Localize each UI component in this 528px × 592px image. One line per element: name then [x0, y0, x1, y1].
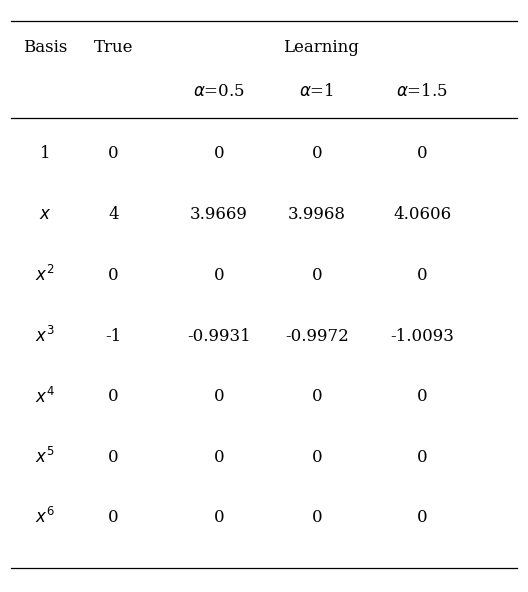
Text: $x^{3}$: $x^{3}$ — [35, 326, 55, 346]
Text: $\alpha$=0.5: $\alpha$=0.5 — [193, 83, 245, 100]
Text: 0: 0 — [312, 449, 322, 465]
Text: $\alpha$=1: $\alpha$=1 — [299, 83, 334, 100]
Text: 0: 0 — [214, 449, 224, 465]
Text: $x$: $x$ — [39, 206, 51, 223]
Text: 0: 0 — [108, 449, 119, 465]
Text: 0: 0 — [312, 267, 322, 284]
Text: 0: 0 — [214, 267, 224, 284]
Text: 3.9968: 3.9968 — [288, 206, 346, 223]
Text: Learning: Learning — [282, 39, 359, 56]
Text: 0: 0 — [214, 509, 224, 526]
Text: 3.9669: 3.9669 — [190, 206, 248, 223]
Text: 0: 0 — [108, 146, 119, 162]
Text: True: True — [94, 39, 133, 56]
Text: Basis: Basis — [23, 39, 67, 56]
Text: $x^{6}$: $x^{6}$ — [35, 507, 55, 527]
Text: 1: 1 — [40, 146, 50, 162]
Text: $x^{4}$: $x^{4}$ — [35, 387, 55, 407]
Text: 0: 0 — [108, 388, 119, 405]
Text: 0: 0 — [108, 267, 119, 284]
Text: $\alpha$=1.5: $\alpha$=1.5 — [397, 83, 448, 100]
Text: $x^{5}$: $x^{5}$ — [35, 447, 54, 467]
Text: 0: 0 — [417, 146, 428, 162]
Text: 0: 0 — [417, 267, 428, 284]
Text: -0.9931: -0.9931 — [187, 328, 251, 345]
Text: 0: 0 — [417, 449, 428, 465]
Text: -0.9972: -0.9972 — [285, 328, 348, 345]
Text: 4.0606: 4.0606 — [393, 206, 451, 223]
Text: $x^{2}$: $x^{2}$ — [35, 265, 54, 285]
Text: 0: 0 — [312, 388, 322, 405]
Text: 0: 0 — [108, 509, 119, 526]
Text: -1.0093: -1.0093 — [391, 328, 454, 345]
Text: 0: 0 — [214, 146, 224, 162]
Text: -1: -1 — [106, 328, 121, 345]
Text: 0: 0 — [417, 388, 428, 405]
Text: 0: 0 — [417, 509, 428, 526]
Text: 4: 4 — [108, 206, 119, 223]
Text: 0: 0 — [214, 388, 224, 405]
Text: 0: 0 — [312, 509, 322, 526]
Text: 0: 0 — [312, 146, 322, 162]
